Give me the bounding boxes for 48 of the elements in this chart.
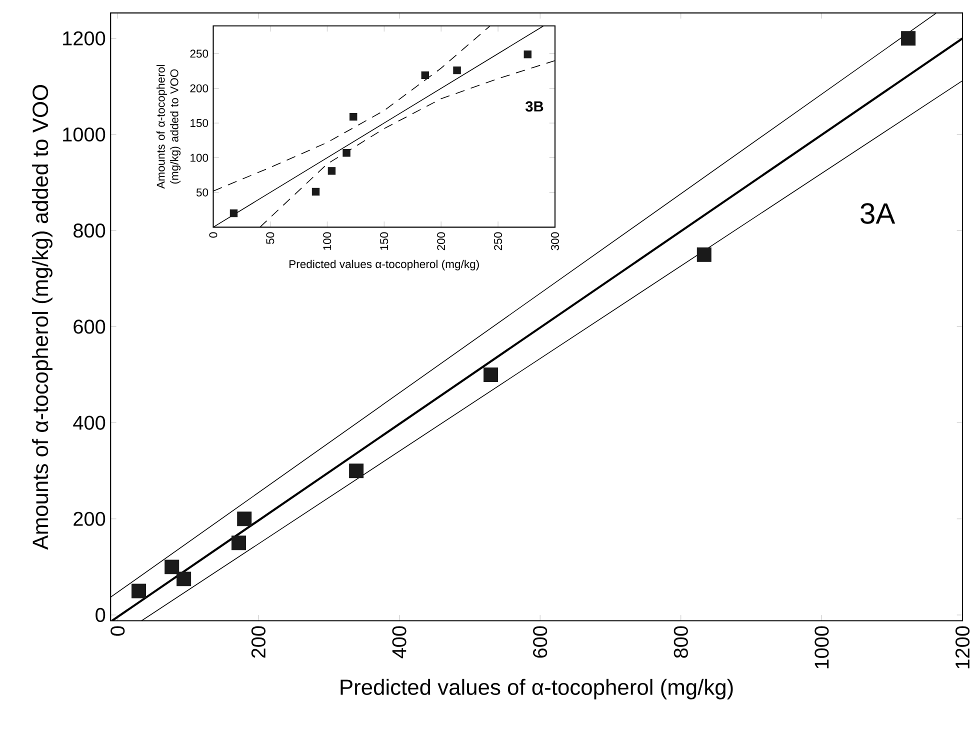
y-tick-label: 150: [190, 118, 208, 127]
point: [176, 572, 192, 586]
x-tick-label: 600: [533, 626, 548, 658]
x-tick-label: 1200: [955, 626, 970, 668]
y-tick-label: 600: [74, 319, 106, 334]
x-tick-label: 100: [323, 232, 332, 250]
annotation: 3A: [860, 203, 896, 224]
y-tick-label: 1000: [63, 127, 106, 142]
x-tick-label: 400: [392, 626, 406, 658]
x-tick-label: 50: [266, 232, 274, 244]
y-tick-label: 200: [190, 84, 208, 92]
point: [237, 511, 252, 526]
y-axis-title: Amounts of α-tocopherol (mg/kg) added to VOO: [156, 64, 181, 189]
x-tick-label: 0: [110, 626, 125, 636]
y-tick-label: 0: [96, 608, 106, 622]
x-tick-label: 250: [494, 232, 502, 250]
y-axis-title: Amounts of α-tocopherol (mg/kg) added to VOO: [32, 84, 52, 550]
y-tick-label: 1200: [63, 31, 106, 46]
point: [524, 50, 532, 58]
x-axis-title: Predicted values of α-tocopherol (mg/kg): [340, 678, 733, 700]
point: [350, 112, 358, 121]
point: [164, 560, 180, 574]
point: [342, 148, 350, 157]
point: [132, 584, 146, 598]
point: [232, 536, 246, 550]
x-tick-label: 300: [551, 232, 559, 250]
y-tick-label: 100: [190, 154, 208, 162]
point: [230, 209, 238, 217]
x-tick-label: 200: [251, 626, 266, 658]
point: [696, 247, 712, 262]
y-tick-label: 400: [73, 416, 106, 430]
annotation: 3B: [525, 101, 544, 112]
x-axis-title: Predicted values α-tocopherol (mg/kg): [290, 260, 479, 270]
y-tick-label: 250: [190, 50, 208, 58]
x-tick-label: 800: [674, 626, 688, 658]
y-tick-label: 200: [74, 512, 106, 526]
point: [349, 463, 364, 478]
x-tick-label: 0: [209, 232, 218, 238]
point: [421, 71, 429, 79]
point: [453, 66, 461, 74]
x-tick-label: 150: [380, 232, 388, 250]
point: [901, 31, 916, 46]
point: [484, 367, 498, 382]
x-tick-label: 1000: [814, 626, 829, 668]
x-tick-label: 200: [437, 232, 446, 250]
y-tick-label: 50: [196, 188, 208, 196]
point: [312, 188, 320, 196]
point: [328, 166, 336, 175]
